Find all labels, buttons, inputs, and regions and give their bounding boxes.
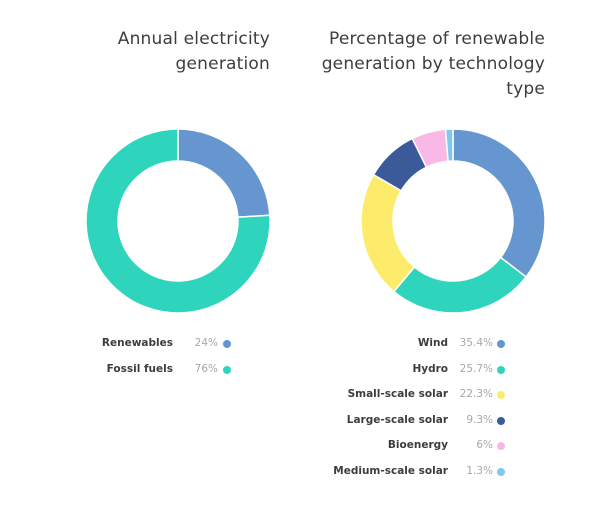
legend-label: Hydro	[412, 362, 448, 375]
legend-color-dot-icon	[497, 442, 505, 450]
legend-item-large-scale-solar: Large-scale solar 9.3%	[300, 414, 510, 430]
legend-item-hydro: Hydro 25.7%	[300, 363, 510, 379]
chart-title-line: Annual electricity	[117, 29, 270, 49]
donut-chart-renewable	[360, 128, 546, 314]
legend-item-small-scale-solar: Small-scale solar 22.3%	[300, 388, 510, 404]
donut-slice-small-scale-solar	[360, 173, 416, 293]
donut-chart-annual	[85, 128, 271, 314]
legend-item-fossil-fuels: Fossil fuels 76%	[60, 363, 240, 379]
legend-value: 25.7%	[459, 362, 493, 375]
legend-label: Renewables	[101, 337, 173, 349]
donut-slice-fossil-fuels	[85, 128, 271, 314]
legend-value: 9.3%	[466, 413, 493, 426]
chart-title-line: generation	[175, 54, 270, 74]
chart-title-line: generation by technology	[321, 54, 545, 74]
legend-color-dot-icon	[497, 365, 505, 374]
legend-color-dot-icon	[223, 340, 231, 348]
legend-color-dot-icon	[497, 416, 505, 425]
legend-label: Wind	[417, 337, 448, 349]
legend-item-renewables: Renewables 24%	[60, 337, 240, 353]
legend-label: Fossil fuels	[106, 362, 173, 375]
donut-slice-wind	[452, 128, 546, 278]
legend-value: 76%	[194, 362, 218, 375]
legend-color-dot-icon	[497, 391, 505, 399]
legend-value: 24%	[194, 337, 218, 349]
legend-renewable: Wind 35.4% Hydro 25.7% Small-scale solar 22.3…	[300, 337, 510, 487]
legend-item-wind: Wind 35.4%	[300, 337, 510, 353]
chart-title-renewable: Percentage of renewable generation by te…	[290, 27, 545, 102]
legend-value: 1.3%	[466, 464, 493, 477]
legend-annual: Renewables 24% Fossil fuels 76%	[60, 337, 240, 377]
donut-slice-medium-scale-solar	[444, 128, 454, 163]
legend-color-dot-icon	[497, 467, 505, 476]
chart-title-line: type	[506, 79, 545, 99]
legend-value: 35.4%	[459, 337, 493, 349]
donut-slice-renewables	[177, 128, 271, 219]
legend-label: Small-scale solar	[347, 388, 448, 400]
legend-item-medium-scale-solar: Medium-scale solar 1.3%	[300, 465, 510, 481]
legend-color-dot-icon	[497, 340, 505, 348]
legend-item-bioenergy: Bioenergy 6%	[300, 439, 510, 455]
legend-label: Bioenergy	[387, 439, 448, 451]
chart-title-line: Percentage of renewable	[328, 29, 545, 49]
legend-value: 6%	[476, 439, 493, 451]
legend-value: 22.3%	[459, 388, 493, 400]
legend-label: Medium-scale solar	[333, 464, 448, 477]
legend-color-dot-icon	[223, 365, 231, 374]
legend-label: Large-scale solar	[346, 413, 448, 426]
chart-title-annual: Annual electricity generation	[60, 27, 270, 77]
